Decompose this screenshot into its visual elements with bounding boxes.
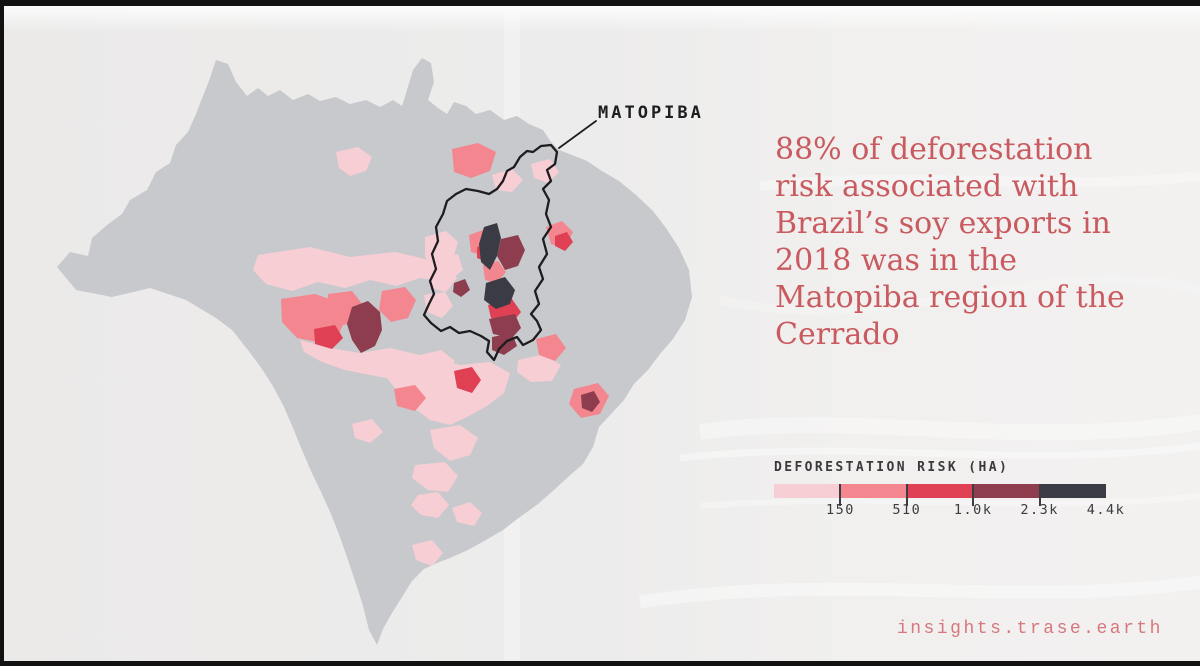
top-highlight xyxy=(0,6,1200,32)
legend-segment-2 xyxy=(840,484,907,498)
frame-top-bar xyxy=(0,0,1200,6)
footer-site-link[interactable]: insights.trase.earth xyxy=(896,619,1163,639)
legend-segment-3 xyxy=(906,484,974,498)
legend-tick-label: 150 xyxy=(825,502,855,518)
deforestation-patches xyxy=(253,143,609,566)
headline-line: 2018 was in the xyxy=(775,243,1017,278)
legend: DEFORESTATION RISK (HA) 150 510 1.0k 2.3… xyxy=(774,460,1124,520)
headline-line: 88% of deforestation xyxy=(775,132,1093,167)
headline: 88% of deforestation risk associated wit… xyxy=(775,131,1195,353)
legend-segment-1 xyxy=(774,484,841,498)
legend-segment-4 xyxy=(973,484,1040,498)
legend-segment-5 xyxy=(1039,484,1107,498)
legend-tick-label: 510 xyxy=(892,502,922,518)
legend-tick xyxy=(905,484,908,506)
legend-tick xyxy=(1038,484,1041,506)
legend-tick-label: 2.3k xyxy=(1020,502,1059,518)
legend-tick-label: 4.4k xyxy=(1086,502,1126,518)
headline-line: risk associated with xyxy=(775,169,1079,204)
matopiba-leader-line xyxy=(558,120,597,149)
headline-line: Brazil’s soy exports in xyxy=(775,206,1111,241)
legend-title: DEFORESTATION RISK (HA) xyxy=(774,460,1010,475)
legend-color-bar xyxy=(774,484,1107,506)
legend-labels: 150 510 1.0k 2.3k 4.4k xyxy=(774,502,1124,520)
legend-tick-label: 1.0k xyxy=(953,502,993,518)
legend-tick xyxy=(972,484,975,506)
background-texture xyxy=(639,171,1200,609)
headline-line: Cerrado xyxy=(775,317,900,352)
matopiba-label: MATOPIBA xyxy=(598,103,704,123)
frame-left-bar xyxy=(0,0,4,666)
headline-line: Matopiba region of the xyxy=(775,280,1125,315)
legend-tick xyxy=(839,484,842,506)
frame-bottom-bar xyxy=(0,661,1200,666)
matopiba-region-outline xyxy=(422,143,559,362)
